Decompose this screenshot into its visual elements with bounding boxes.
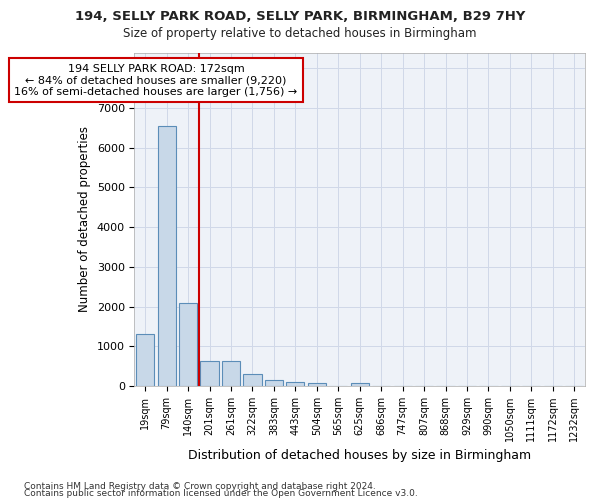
Text: 194 SELLY PARK ROAD: 172sqm
← 84% of detached houses are smaller (9,220)
16% of : 194 SELLY PARK ROAD: 172sqm ← 84% of det…	[14, 64, 298, 97]
Bar	[350, 383, 369, 386]
Text: Contains public sector information licensed under the Open Government Licence v3: Contains public sector information licen…	[24, 489, 418, 498]
Text: Contains HM Land Registry data © Crown copyright and database right 2024.: Contains HM Land Registry data © Crown c…	[24, 482, 376, 491]
Bar	[200, 360, 218, 386]
Bar	[308, 383, 326, 386]
Bar	[265, 380, 283, 386]
Bar	[222, 360, 240, 386]
Text: 194, SELLY PARK ROAD, SELLY PARK, BIRMINGHAM, B29 7HY: 194, SELLY PARK ROAD, SELLY PARK, BIRMIN…	[75, 10, 525, 23]
Text: Size of property relative to detached houses in Birmingham: Size of property relative to detached ho…	[123, 28, 477, 40]
Bar	[136, 334, 154, 386]
X-axis label: Distribution of detached houses by size in Birmingham: Distribution of detached houses by size …	[188, 450, 532, 462]
Bar	[286, 382, 304, 386]
Y-axis label: Number of detached properties: Number of detached properties	[78, 126, 91, 312]
Bar	[179, 304, 197, 386]
Bar	[244, 374, 262, 386]
Bar	[158, 126, 176, 386]
